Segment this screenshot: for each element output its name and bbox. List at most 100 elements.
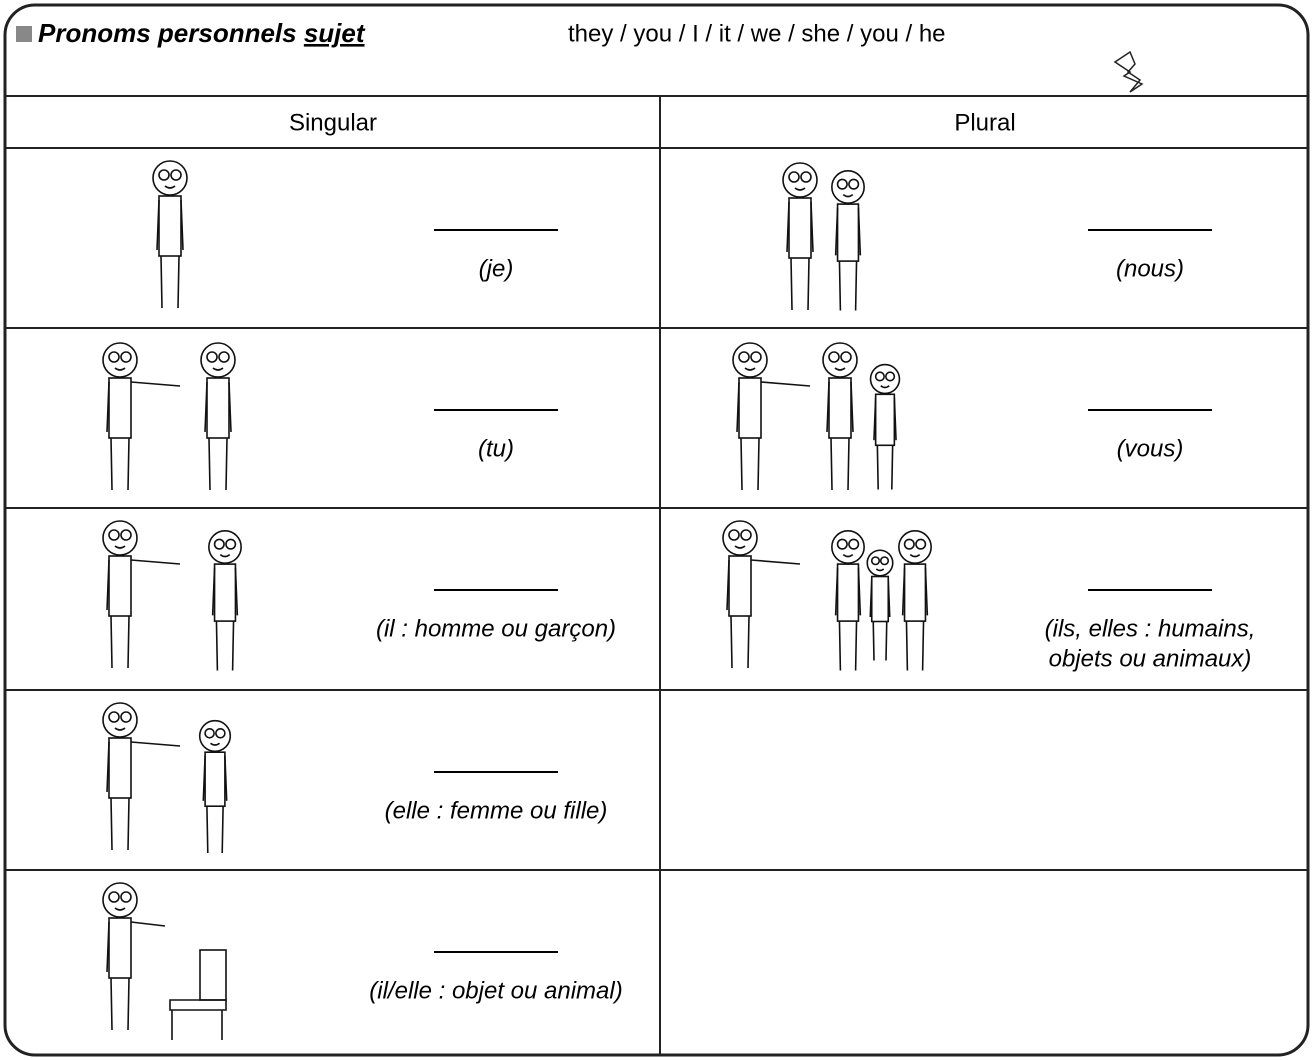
arms <box>106 381 181 433</box>
legs <box>110 615 130 669</box>
legs <box>110 437 130 491</box>
arms <box>834 567 862 616</box>
person <box>102 342 181 491</box>
eye <box>108 351 120 363</box>
head <box>782 162 818 198</box>
body <box>836 203 860 262</box>
person <box>102 882 166 1031</box>
body <box>158 195 182 257</box>
eye <box>170 169 182 181</box>
arms <box>826 381 854 433</box>
legs <box>876 445 894 490</box>
mouth <box>219 553 231 558</box>
legs <box>110 797 130 851</box>
eye <box>120 351 132 363</box>
mouth <box>880 385 890 389</box>
legs <box>838 261 858 311</box>
chair-seat <box>169 999 227 1040</box>
chair-back <box>199 949 227 1001</box>
hint: (ils, elles : humains, <box>1045 615 1256 642</box>
head <box>208 530 242 564</box>
eye <box>108 529 120 541</box>
arms <box>211 567 239 616</box>
person <box>102 702 181 851</box>
head <box>831 170 865 204</box>
body <box>828 377 852 439</box>
mouth <box>834 367 846 371</box>
legs <box>740 437 760 491</box>
person <box>732 342 811 491</box>
person <box>782 162 818 311</box>
head <box>198 719 232 753</box>
arms <box>786 201 814 253</box>
column-header: Singular <box>289 109 377 136</box>
person <box>869 363 901 490</box>
head <box>102 882 138 918</box>
head <box>869 363 901 395</box>
mouth <box>794 187 806 191</box>
legs <box>215 621 235 671</box>
head <box>822 342 858 378</box>
hint: (il/elle : objet ou animal) <box>369 977 622 1004</box>
body <box>204 751 226 808</box>
eye <box>158 169 170 181</box>
legs <box>206 806 224 854</box>
person <box>102 520 181 669</box>
body <box>788 197 812 259</box>
body <box>903 563 927 622</box>
title: Pronoms personnels sujet <box>38 18 366 48</box>
mouth <box>734 545 746 549</box>
person <box>831 170 865 311</box>
legs <box>208 437 228 491</box>
title-text: Pronoms personnels <box>38 18 304 48</box>
arms <box>869 579 891 618</box>
body <box>108 555 132 617</box>
eye <box>218 351 230 363</box>
mouth <box>114 727 126 731</box>
eye <box>903 538 915 550</box>
arms <box>106 559 181 611</box>
arms <box>726 559 801 611</box>
eye <box>108 711 120 723</box>
person <box>200 342 236 491</box>
legs <box>110 977 130 1031</box>
eye <box>836 538 848 550</box>
legs <box>905 621 925 671</box>
body <box>738 377 762 439</box>
body <box>213 563 237 622</box>
legs <box>830 437 850 491</box>
eye <box>120 711 132 723</box>
legs <box>872 621 888 661</box>
mouth <box>114 907 126 911</box>
eye <box>738 351 750 363</box>
eye <box>848 538 860 550</box>
person <box>898 530 932 671</box>
mouth <box>210 742 220 746</box>
head <box>732 342 768 378</box>
hint: (nous) <box>1116 255 1184 282</box>
eye <box>870 556 881 566</box>
head <box>200 342 236 378</box>
hint: (je) <box>479 255 514 282</box>
body <box>870 575 890 623</box>
person <box>152 160 188 309</box>
person <box>208 530 242 671</box>
legs <box>838 621 858 671</box>
mouth <box>842 193 854 198</box>
eye <box>120 891 132 903</box>
eye <box>740 529 752 541</box>
head <box>866 549 894 577</box>
head <box>722 520 758 556</box>
legs <box>730 615 750 669</box>
head <box>102 520 138 556</box>
legs <box>160 255 180 309</box>
eye <box>215 727 226 739</box>
arms <box>106 741 181 793</box>
body <box>108 737 132 799</box>
mouth <box>842 553 854 558</box>
body <box>874 393 896 447</box>
eye <box>836 178 848 190</box>
head <box>831 530 865 564</box>
eye <box>750 351 762 363</box>
